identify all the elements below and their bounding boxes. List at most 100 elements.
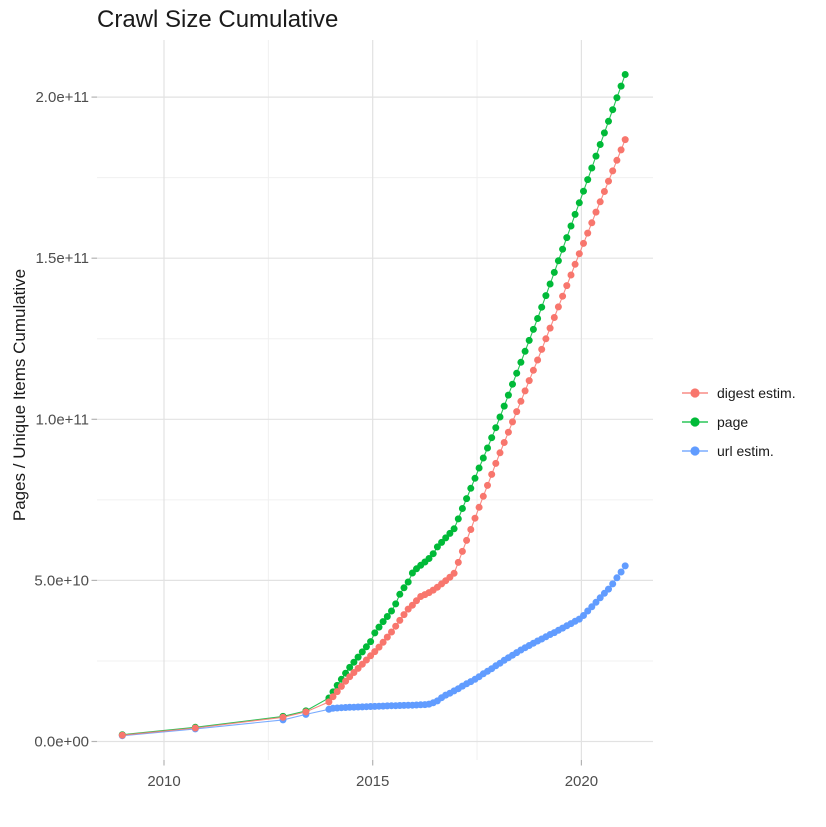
data-point: [358, 648, 366, 656]
data-point: [588, 219, 596, 227]
data-point: [509, 380, 516, 388]
data-point: [500, 402, 508, 410]
data-point: [375, 623, 383, 631]
data-point: [354, 653, 362, 661]
y-axis-title: Pages / Unique Items Cumulative: [10, 268, 29, 522]
legend-key-page-icon: [682, 416, 708, 427]
data-point: [605, 177, 612, 185]
data-point: [584, 229, 592, 237]
data-point: [325, 698, 333, 706]
data-point: [596, 198, 604, 206]
data-point: [383, 633, 391, 641]
data-point: [546, 324, 554, 332]
data-point: [592, 208, 600, 216]
data-point: [471, 514, 479, 522]
data-point: [571, 210, 579, 218]
data-point: [538, 303, 546, 311]
data-point: [567, 271, 575, 279]
data-point: [346, 663, 354, 671]
data-point: [513, 369, 521, 377]
data-point: [442, 534, 450, 542]
data-point: [400, 611, 408, 619]
data-point: [492, 459, 500, 467]
data-point: [580, 239, 587, 247]
data-point: [554, 257, 562, 265]
data-point: [375, 643, 383, 651]
data-point: [538, 345, 546, 353]
data-point: [484, 481, 491, 489]
x-axis-tick-labels: 2010 2015 2020: [147, 773, 598, 790]
y-tick-label: 1.0e+11: [35, 411, 89, 428]
data-point: [362, 643, 370, 651]
data-point: [621, 136, 629, 144]
data-point: [450, 569, 458, 577]
data-point: [621, 71, 629, 78]
legend-item-page: page: [681, 407, 796, 436]
data-point: [492, 424, 500, 432]
data-point: [517, 358, 525, 366]
data-point: [504, 428, 512, 436]
data-point: [567, 222, 575, 230]
data-point: [191, 724, 199, 732]
data-point: [563, 282, 571, 290]
data-point: [559, 292, 567, 300]
data-point: [521, 347, 529, 355]
legend-label-url: url estim.: [717, 442, 774, 459]
legend-key-digest-icon: [682, 387, 708, 398]
data-point: [438, 538, 446, 546]
data-point: [408, 601, 416, 609]
legend-label-digest: digest estim.: [717, 384, 796, 401]
legend-item-digest: digest estim.: [681, 378, 796, 407]
data-point: [379, 618, 387, 626]
data-point: [302, 708, 310, 716]
data-point: [350, 658, 358, 666]
data-point: [396, 590, 404, 598]
data-point: [571, 260, 579, 268]
data-point: [333, 688, 341, 696]
data-point: [329, 693, 337, 701]
gridlines-minor: [97, 40, 653, 760]
y-tick-label: 1.5e+11: [35, 250, 89, 267]
x-tick-label: 2010: [147, 773, 180, 790]
data-point: [584, 176, 592, 184]
x-tick-label: 2015: [356, 773, 389, 790]
data-point: [400, 584, 408, 592]
data-point: [404, 578, 412, 586]
data-point: [496, 449, 504, 457]
data-point: [458, 547, 466, 555]
data-point: [450, 525, 458, 533]
data-point: [588, 603, 596, 611]
legend-key-url-icon: [682, 445, 708, 456]
data-point: [542, 335, 550, 343]
data-point: [479, 454, 487, 462]
data-point: [596, 594, 604, 602]
legend: digest estim. page url estim.: [681, 378, 796, 465]
data-point: [388, 628, 395, 636]
data-point: [371, 648, 379, 656]
data-point: [609, 580, 617, 588]
data-point: [475, 464, 483, 472]
data-point: [534, 315, 542, 322]
data-point: [609, 106, 617, 114]
data-point: [613, 156, 621, 164]
series-line-digest: [122, 139, 626, 736]
data-point: [479, 492, 487, 500]
data-point: [429, 550, 437, 558]
data-point: [118, 731, 126, 739]
data-point: [621, 562, 629, 570]
legend-item-url: url estim.: [681, 436, 796, 465]
axis-tick-marks: [91, 96, 583, 766]
data-point: [580, 187, 587, 195]
data-point: [605, 585, 612, 593]
data-point: [529, 325, 537, 333]
data-point: [458, 505, 466, 512]
data-point: [279, 713, 287, 721]
data-point: [488, 434, 496, 442]
data-point: [559, 245, 567, 253]
data-point: [542, 292, 550, 300]
data-point: [575, 199, 583, 207]
data-point: [600, 188, 608, 195]
data-point: [392, 600, 400, 608]
